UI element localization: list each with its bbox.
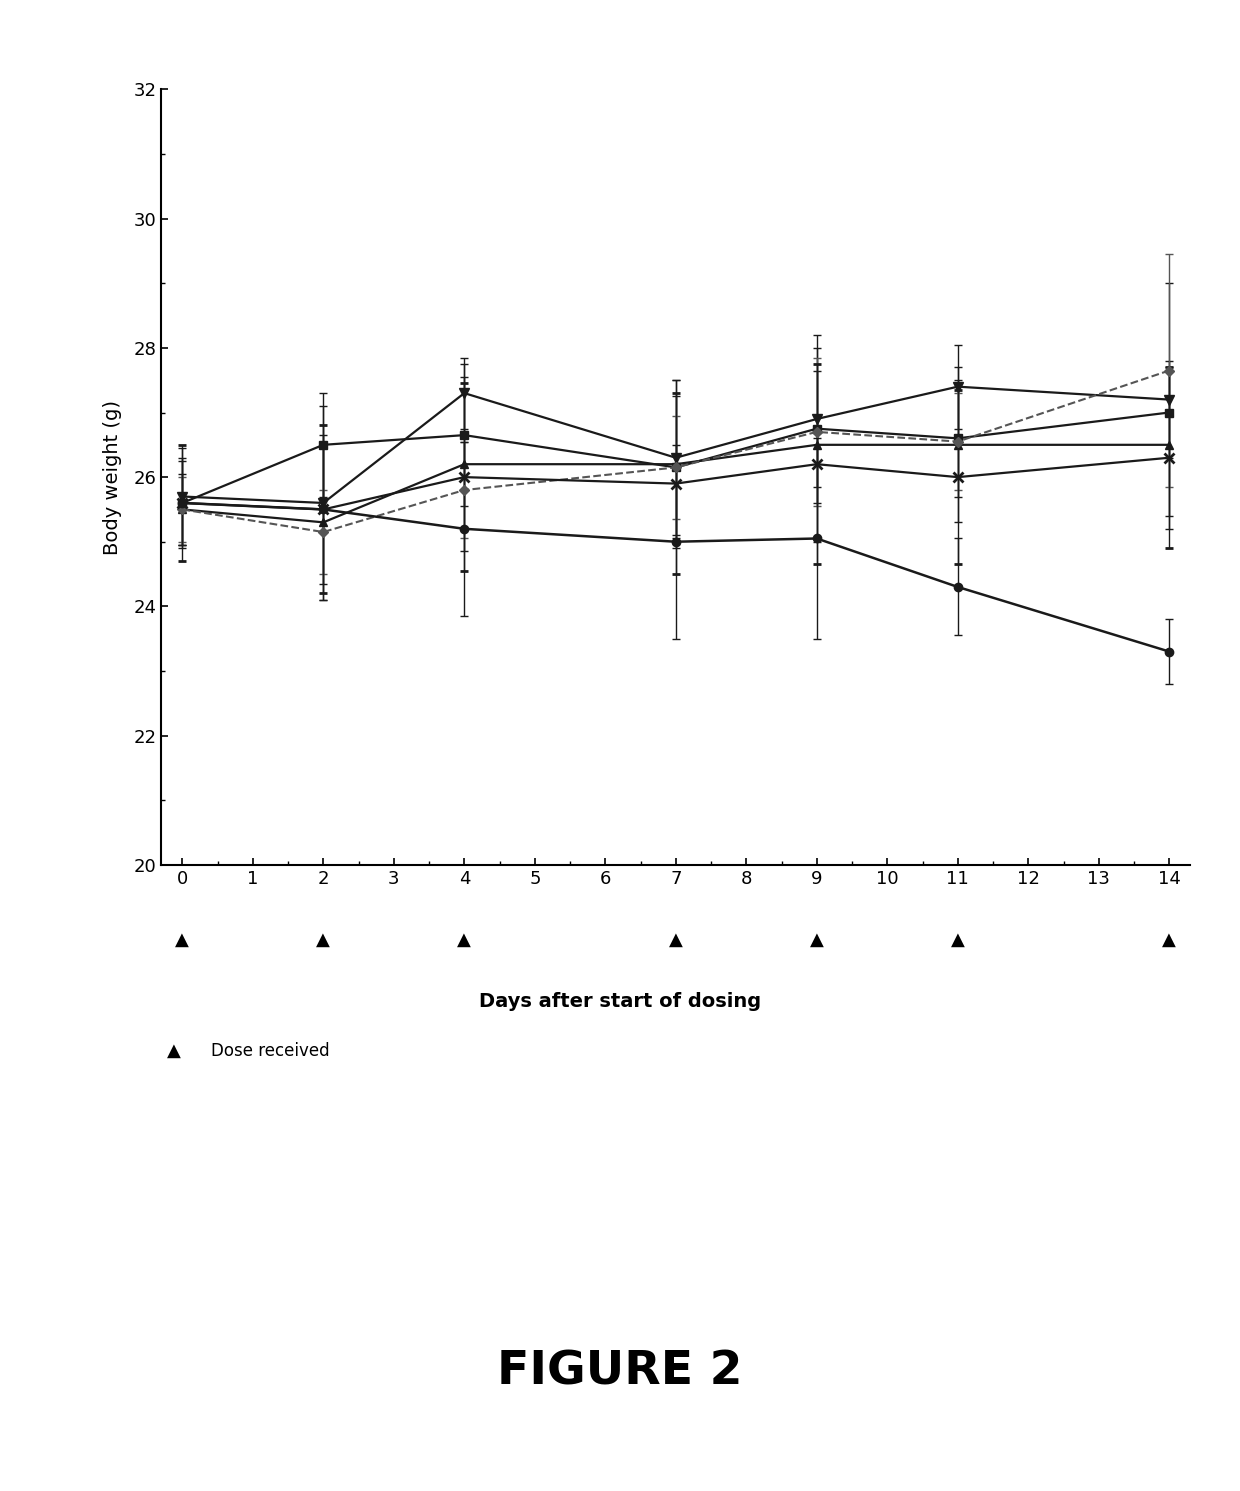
Text: ▲: ▲ (175, 930, 190, 948)
Text: ▲: ▲ (668, 930, 683, 948)
Text: ▲: ▲ (810, 930, 823, 948)
Y-axis label: Body weight (g): Body weight (g) (103, 400, 123, 555)
Text: ▲: ▲ (951, 930, 965, 948)
Text: ▲: ▲ (1162, 930, 1177, 948)
Text: ▲: ▲ (458, 930, 471, 948)
Text: FIGURE 2: FIGURE 2 (497, 1349, 743, 1394)
Text: ▲: ▲ (166, 1042, 181, 1060)
Text: Dose received: Dose received (211, 1042, 330, 1060)
Text: Days after start of dosing: Days after start of dosing (479, 992, 761, 1011)
Text: ▲: ▲ (316, 930, 330, 948)
